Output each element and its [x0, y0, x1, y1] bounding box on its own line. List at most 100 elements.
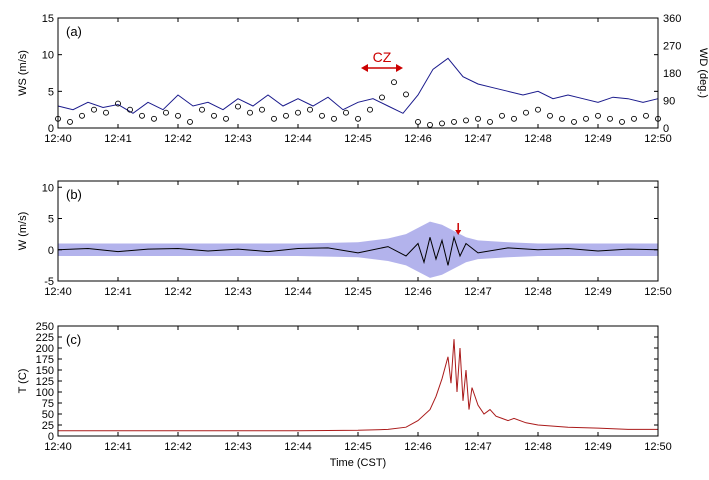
y2-tick-label: 270 [663, 41, 681, 53]
y-tick-label: 200 [36, 343, 54, 355]
line-series [57, 57, 659, 114]
data-point [559, 115, 565, 122]
y-tick-label: 5 [48, 214, 54, 226]
data-point [187, 118, 193, 125]
data-point [295, 109, 301, 116]
x-tick-label: 12:42 [164, 286, 192, 298]
data-point [331, 115, 337, 122]
x-axis-title: Time (CST) [330, 457, 386, 469]
y-axis-title: W (m/s) [17, 212, 29, 250]
panel-label: (c) [66, 332, 81, 347]
x-tick-label: 12:44 [284, 441, 312, 453]
line-series [58, 339, 658, 432]
data-point [415, 118, 421, 125]
data-point [367, 106, 373, 113]
plot-frame [57, 180, 659, 282]
data-point [487, 118, 493, 125]
x-tick-label: 12:46 [404, 441, 432, 453]
y-tick-label: 75 [42, 398, 54, 410]
data-point [475, 115, 481, 122]
x-tick-label: 12:43 [224, 441, 252, 453]
data-point [103, 109, 109, 116]
marker-arrowhead [455, 230, 462, 235]
panel-label: (a) [66, 24, 82, 39]
y2-tick-label: 0 [663, 123, 669, 135]
data-point [583, 115, 589, 122]
chart-panels: 12:40 12:41 12:42 12:43 12:44 12:45 12:46 12:47… [17, 13, 709, 469]
data-point [235, 103, 241, 110]
data-point [595, 112, 601, 119]
x-tick-label: 12:44 [284, 133, 312, 145]
y2-axis-title: WD (deg.) [697, 48, 709, 98]
x-tick-label: 12:43 [224, 286, 252, 298]
panel-1: 12:40 12:41 12:42 12:43 12:44 12:45 12:46 12:47… [17, 180, 672, 298]
x-tick-label: 12:49 [584, 286, 612, 298]
data-point [355, 115, 361, 122]
data-point [571, 118, 577, 125]
data-point [319, 112, 325, 119]
data-point [307, 106, 313, 113]
y-tick-label: 5 [48, 86, 54, 98]
x-tick-label: 12:43 [224, 133, 252, 145]
data-point [127, 106, 133, 113]
y-axis-title: WS (m/s) [17, 50, 29, 96]
data-point [463, 117, 469, 124]
panel-2: 12:40 12:41 12:42 12:43 12:44 12:45 12:46 12:47… [17, 321, 672, 469]
x-tick-label: 12:47 [464, 133, 492, 145]
x-tick-label: 12:47 [464, 286, 492, 298]
x-tick-label: 12:48 [524, 133, 552, 145]
data-point [643, 112, 649, 119]
y-tick-label: 10 [42, 50, 54, 62]
y-tick-label: 50 [42, 409, 54, 421]
x-tick-label: 12:41 [104, 441, 132, 453]
data-point [511, 115, 517, 122]
line-series [57, 235, 659, 266]
data-point [391, 79, 397, 86]
data-point [547, 112, 553, 119]
x-tick-label: 12:44 [284, 286, 312, 298]
x-tick-label: 12:50 [644, 133, 672, 145]
data-point [523, 109, 529, 116]
data-point [67, 118, 73, 125]
y-tick-label: 25 [42, 420, 54, 432]
x-tick-label: 12:50 [644, 286, 672, 298]
data-point [499, 112, 505, 119]
data-point [199, 106, 205, 113]
data-point [211, 112, 217, 119]
data-point [139, 112, 145, 119]
plot-frame [57, 17, 659, 129]
data-point [535, 106, 541, 113]
y-tick-label: 100 [36, 387, 54, 399]
data-point [439, 120, 445, 127]
data-point [271, 115, 277, 122]
data-point [283, 112, 289, 119]
x-tick-label: 12:40 [44, 441, 72, 453]
y-tick-label: 15 [42, 13, 54, 25]
data-point [91, 106, 97, 113]
x-tick-label: 12:42 [164, 133, 192, 145]
y-tick-label: 225 [36, 332, 54, 344]
y2-tick-label: 180 [663, 68, 681, 80]
x-tick-label: 12:48 [524, 286, 552, 298]
y-tick-label: 150 [36, 365, 54, 377]
y-tick-label: 0 [48, 431, 54, 443]
x-tick-label: 12:47 [464, 441, 492, 453]
panel-label: (b) [66, 187, 82, 202]
y-tick-label: -5 [44, 276, 54, 288]
data-point [427, 121, 433, 128]
y-tick-label: 0 [48, 123, 54, 135]
x-tick-label: 12:46 [404, 133, 432, 145]
x-tick-label: 12:45 [344, 133, 372, 145]
cz-label: CZ [373, 49, 392, 65]
y-axis-title: T (C) [17, 369, 29, 394]
data-point [163, 109, 169, 116]
data-point [379, 94, 385, 101]
x-tick-label: 12:42 [164, 441, 192, 453]
y2-tick-label: 360 [663, 13, 681, 25]
x-tick-label: 12:45 [344, 286, 372, 298]
data-point [175, 112, 181, 119]
cz-arrowhead-right [396, 64, 403, 72]
data-point [259, 106, 265, 113]
x-tick-label: 12:45 [344, 441, 372, 453]
data-point [403, 91, 409, 98]
